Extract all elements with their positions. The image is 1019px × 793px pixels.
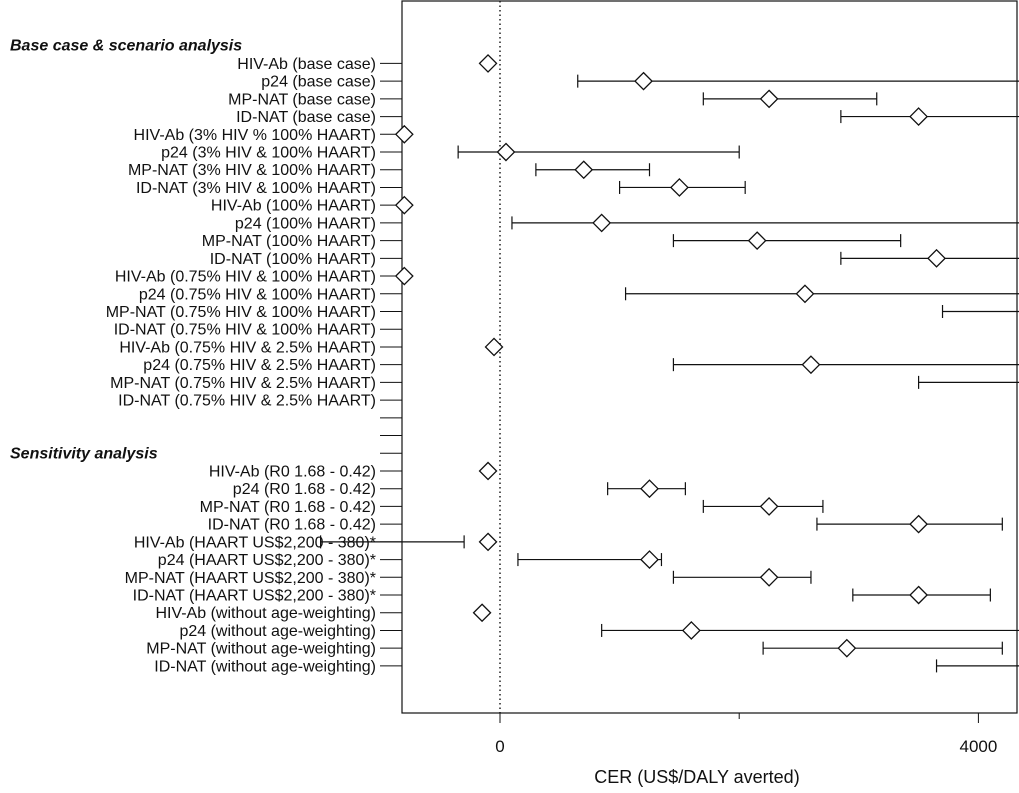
row-label: MP-NAT (without age-weighting) xyxy=(146,641,376,658)
point-estimate-diamond xyxy=(484,337,504,357)
row-label: ID-NAT (0.75% HIV & 2.5% HAART) xyxy=(118,393,376,410)
point-estimate-diamond xyxy=(759,89,779,109)
row-label: HIV-Ab (100% HAART) xyxy=(211,198,376,215)
point-estimate-diamond xyxy=(592,213,612,233)
x-axis-title: CER (US$/DALY averted) xyxy=(594,767,799,787)
point-estimate-diamond xyxy=(394,266,414,286)
point-estimate-diamond xyxy=(909,107,929,126)
row-label: p24 (R0 1.68 - 0.42) xyxy=(233,481,376,498)
row-label: HIV-Ab (HAART US$2,200 - 380)* xyxy=(134,534,376,551)
row-label: p24 (base case) xyxy=(261,74,376,91)
row-label: p24 (HAART US$2,200 - 380)* xyxy=(158,552,376,569)
point-estimate-diamond xyxy=(681,621,701,640)
row-labels: Base case & scenario analysis Sensitivity… xyxy=(10,38,376,676)
point-estimate-diamond xyxy=(478,461,498,481)
row-label: p24 (100% HAART) xyxy=(235,215,376,232)
row-label: p24 (3% HIV & 100% HAART) xyxy=(161,145,376,162)
point-estimate-diamond xyxy=(640,479,659,499)
row-label: HIV-Ab (0.75% HIV & 2.5% HAART) xyxy=(119,339,376,356)
row-ticks xyxy=(380,62,402,667)
row-label: ID-NAT (HAART US$2,200 - 380)* xyxy=(133,588,376,605)
row-label: ID-NAT (R0 1.68 - 0.42) xyxy=(208,517,376,534)
point-estimate-diamond xyxy=(747,231,767,251)
x-axis: 04000800012000 xyxy=(495,713,997,756)
point-estimate-diamond xyxy=(478,532,498,552)
row-label: MP-NAT (HAART US$2,200 - 380)* xyxy=(125,570,376,587)
row-label: HIV-Ab (base case) xyxy=(237,56,376,73)
point-estimate-diamond xyxy=(472,603,492,623)
point-estimate-diamond xyxy=(759,497,779,516)
point-estimate-diamond xyxy=(795,284,815,304)
row-label: MP-NAT (base case) xyxy=(228,91,376,108)
row-label: p24 (0.75% HIV & 2.5% HAART) xyxy=(143,357,376,374)
row-label: HIV-Ab (without age-weighting) xyxy=(155,605,376,622)
point-estimate-diamond xyxy=(927,248,946,268)
row-label: MP-NAT (0.75% HIV & 100% HAART) xyxy=(106,304,376,321)
point-estimates xyxy=(394,54,946,658)
point-estimate-diamond xyxy=(496,142,516,162)
point-estimate-diamond xyxy=(759,567,779,587)
point-estimate-diamond xyxy=(801,355,821,375)
section-heading: Sensitivity analysis xyxy=(10,445,158,462)
point-estimate-diamond xyxy=(909,585,929,605)
x-tick-label: 4000 xyxy=(959,737,997,756)
row-label: ID-NAT (base case) xyxy=(236,109,376,126)
point-estimate-diamond xyxy=(478,54,498,73)
row-label: HIV-Ab (0.75% HIV & 100% HAART) xyxy=(115,269,376,286)
row-label: HIV-Ab (3% HIV % 100% HAART) xyxy=(134,127,376,144)
row-label: MP-NAT (0.75% HIV & 2.5% HAART) xyxy=(110,375,376,392)
x-tick-label: 0 xyxy=(495,737,504,756)
section-heading: Base case & scenario analysis xyxy=(10,38,242,55)
row-label: ID-NAT (3% HIV & 100% HAART) xyxy=(136,180,376,197)
point-estimate-diamond xyxy=(394,124,414,144)
plot-frame xyxy=(401,0,1018,714)
point-estimate-diamond xyxy=(640,550,659,569)
row-label: ID-NAT (without age-weighting) xyxy=(154,658,376,675)
row-label: MP-NAT (R0 1.68 - 0.42) xyxy=(200,499,376,516)
point-estimate-diamond xyxy=(837,638,857,658)
point-estimate-diamond xyxy=(634,71,653,91)
point-estimate-diamond xyxy=(909,514,929,534)
confidence-intervals xyxy=(320,74,1019,673)
row-label: ID-NAT (100% HAART) xyxy=(210,251,376,268)
row-label: MP-NAT (100% HAART) xyxy=(202,233,376,250)
row-label: MP-NAT (3% HIV & 100% HAART) xyxy=(128,162,376,179)
point-estimate-diamond xyxy=(574,160,594,180)
row-label: p24 (0.75% HIV & 100% HAART) xyxy=(139,286,376,303)
point-estimate-diamond xyxy=(394,195,414,215)
row-label: p24 (without age-weighting) xyxy=(179,623,376,640)
row-label: ID-NAT (0.75% HIV & 100% HAART) xyxy=(114,322,376,339)
point-estimate-diamond xyxy=(669,178,689,197)
row-label: HIV-Ab (R0 1.68 - 0.42) xyxy=(209,463,376,480)
